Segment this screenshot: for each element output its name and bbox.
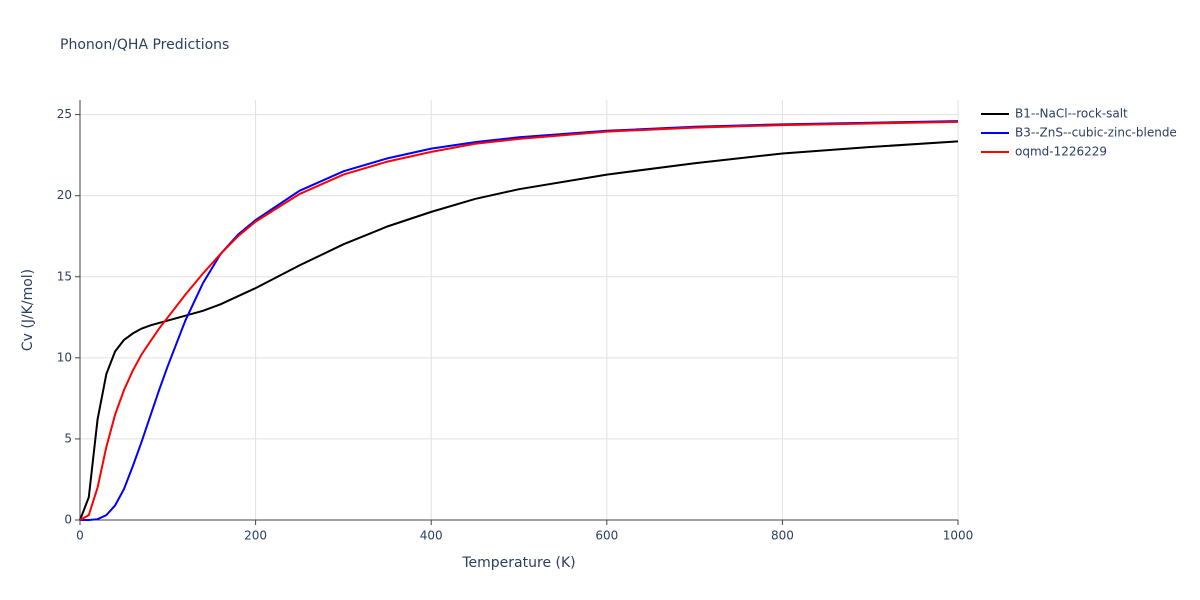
y-axis-title: Cv (J/K/mol) [20, 269, 36, 351]
y-tick-label: 20 [57, 188, 72, 202]
y-tick-label: 15 [57, 269, 72, 283]
legend-label: B1--NaCl--rock-salt [1015, 107, 1128, 121]
line-series [79, 140, 959, 521]
x-tick-label: 800 [771, 529, 794, 543]
y-tick-label: 5 [64, 431, 72, 445]
x-axis-title: Temperature (K) [461, 555, 575, 571]
legend-label: B3--ZnS--cubic-zinc-blende [1015, 126, 1177, 140]
line-series [79, 120, 959, 521]
x-tick-label: 200 [244, 529, 267, 543]
legend-label: oqmd-1226229 [1015, 145, 1107, 159]
y-tick-label: 25 [57, 107, 72, 121]
x-tick-label: 1000 [943, 529, 974, 543]
chart-title: Phonon/QHA Predictions [60, 37, 229, 53]
y-tick-label: 10 [57, 350, 72, 364]
x-tick-label: 600 [595, 529, 618, 543]
x-tick-label: 400 [420, 529, 443, 543]
y-tick-label: 0 [64, 513, 72, 527]
x-tick-label: 0 [76, 529, 84, 543]
